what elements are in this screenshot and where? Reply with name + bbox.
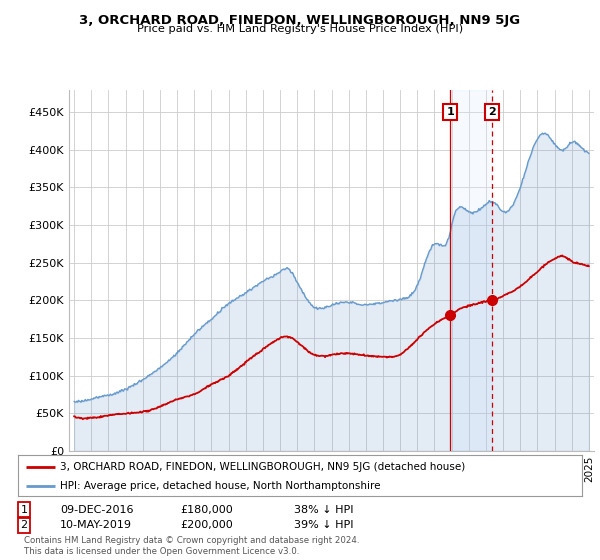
Text: 3, ORCHARD ROAD, FINEDON, WELLINGBOROUGH, NN9 5JG (detached house): 3, ORCHARD ROAD, FINEDON, WELLINGBOROUGH… — [60, 461, 466, 472]
Text: 1: 1 — [20, 505, 28, 515]
Text: 1: 1 — [446, 107, 454, 117]
Text: 3, ORCHARD ROAD, FINEDON, WELLINGBOROUGH, NN9 5JG: 3, ORCHARD ROAD, FINEDON, WELLINGBOROUGH… — [79, 14, 521, 27]
Text: Price paid vs. HM Land Registry's House Price Index (HPI): Price paid vs. HM Land Registry's House … — [137, 24, 463, 34]
Bar — [451, 90, 492, 451]
Text: 2: 2 — [488, 107, 496, 117]
Text: £200,000: £200,000 — [180, 520, 233, 530]
Text: Contains HM Land Registry data © Crown copyright and database right 2024.
This d: Contains HM Land Registry data © Crown c… — [24, 536, 359, 556]
Text: £180,000: £180,000 — [180, 505, 233, 515]
Text: 38% ↓ HPI: 38% ↓ HPI — [294, 505, 353, 515]
Text: 10-MAY-2019: 10-MAY-2019 — [60, 520, 132, 530]
Text: HPI: Average price, detached house, North Northamptonshire: HPI: Average price, detached house, Nort… — [60, 480, 381, 491]
Text: 2: 2 — [20, 520, 28, 530]
Text: 09-DEC-2016: 09-DEC-2016 — [60, 505, 133, 515]
Text: 39% ↓ HPI: 39% ↓ HPI — [294, 520, 353, 530]
